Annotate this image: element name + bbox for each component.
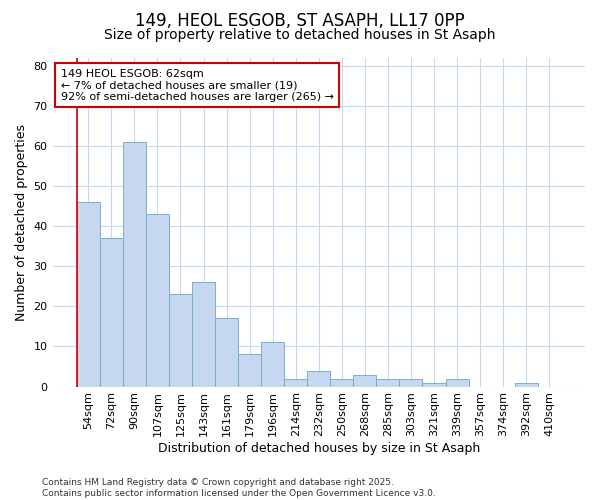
Bar: [515, 382, 538, 386]
Text: Size of property relative to detached houses in St Asaph: Size of property relative to detached ho…: [104, 28, 496, 42]
Text: 149 HEOL ESGOB: 62sqm
← 7% of detached houses are smaller (19)
92% of semi-detac: 149 HEOL ESGOB: 62sqm ← 7% of detached h…: [61, 68, 334, 102]
Bar: [215, 318, 238, 386]
Bar: [353, 374, 376, 386]
Text: Contains HM Land Registry data © Crown copyright and database right 2025.
Contai: Contains HM Land Registry data © Crown c…: [42, 478, 436, 498]
Text: 149, HEOL ESGOB, ST ASAPH, LL17 0PP: 149, HEOL ESGOB, ST ASAPH, LL17 0PP: [135, 12, 465, 30]
Bar: [376, 378, 400, 386]
Bar: [123, 142, 146, 386]
Bar: [400, 378, 422, 386]
Bar: [446, 378, 469, 386]
Bar: [192, 282, 215, 387]
Bar: [238, 354, 261, 386]
Bar: [307, 370, 330, 386]
Y-axis label: Number of detached properties: Number of detached properties: [15, 124, 28, 320]
Bar: [146, 214, 169, 386]
Bar: [77, 202, 100, 386]
X-axis label: Distribution of detached houses by size in St Asaph: Distribution of detached houses by size …: [158, 442, 480, 455]
Bar: [169, 294, 192, 386]
Bar: [261, 342, 284, 386]
Bar: [422, 382, 446, 386]
Bar: [284, 378, 307, 386]
Bar: [100, 238, 123, 386]
Bar: [330, 378, 353, 386]
